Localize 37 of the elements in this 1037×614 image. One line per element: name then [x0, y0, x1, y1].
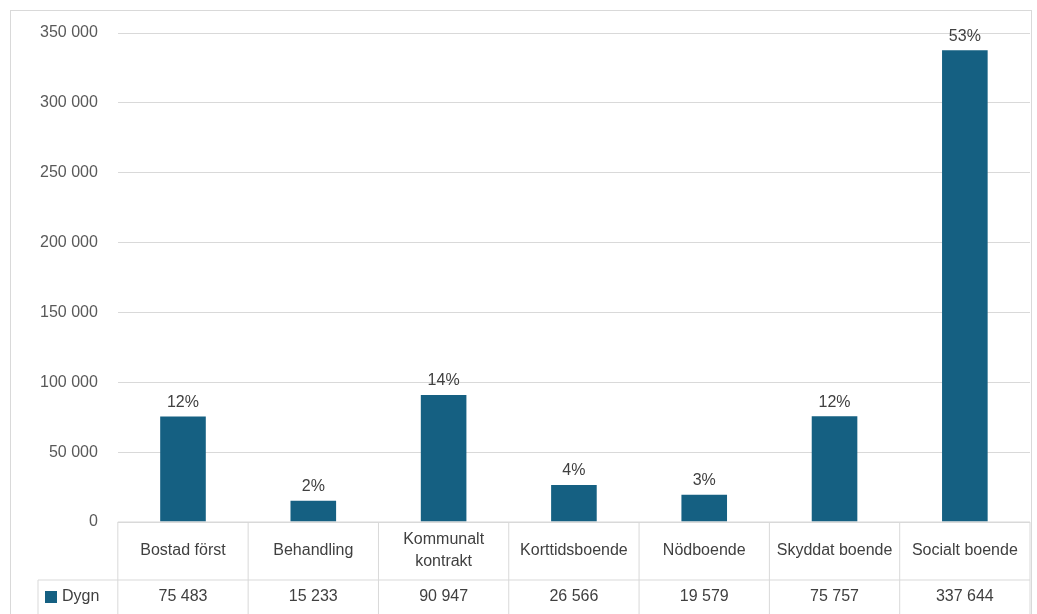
y-tick-label: 100 000	[39, 372, 98, 390]
y-tick-label: 50 000	[48, 442, 98, 460]
legend-label: Dygn	[62, 587, 100, 605]
annotation: 12%	[166, 392, 200, 410]
data-label: 26 566	[549, 587, 599, 605]
x-tick-label: Bostad först	[140, 541, 227, 559]
bar	[420, 394, 467, 522]
annotation: 53%	[948, 26, 981, 44]
x-tick-label: Skyddat boende	[776, 541, 893, 559]
bar	[551, 484, 597, 522]
bar	[942, 50, 988, 522]
data-label: 19 579	[679, 587, 729, 605]
bar	[811, 416, 858, 522]
x-tick-label: Korttidsboende	[520, 541, 628, 559]
annotation: 3%	[692, 471, 716, 489]
y-tick-label: 250 000	[39, 163, 98, 181]
annotation: 14%	[427, 371, 460, 389]
annotation: 4%	[562, 461, 586, 479]
y-tick-label: 200 000	[39, 232, 98, 250]
data-label: 337 644	[935, 587, 994, 605]
data-label: 75 483	[158, 587, 208, 605]
x-tick-label: Socialt boende	[911, 541, 1018, 559]
y-tick-label: 350 000	[39, 23, 98, 41]
y-tick-label: 0	[88, 512, 98, 530]
data-label: 75 757	[810, 587, 860, 605]
annotation: 2%	[301, 477, 325, 495]
annotation: 12%	[818, 392, 851, 410]
data-label: 15 233	[288, 587, 338, 605]
bar	[160, 416, 206, 522]
bar	[290, 500, 337, 522]
data-label: 90 947	[419, 587, 469, 605]
x-tick-label: Kommunalt kontrakt	[403, 530, 485, 570]
y-tick-label: 150 000	[39, 302, 98, 320]
x-tick-label: Nödboende	[662, 541, 746, 559]
bar	[681, 494, 728, 522]
y-tick-label: 300 000	[39, 93, 98, 111]
x-tick-label: Behandling	[273, 541, 354, 559]
